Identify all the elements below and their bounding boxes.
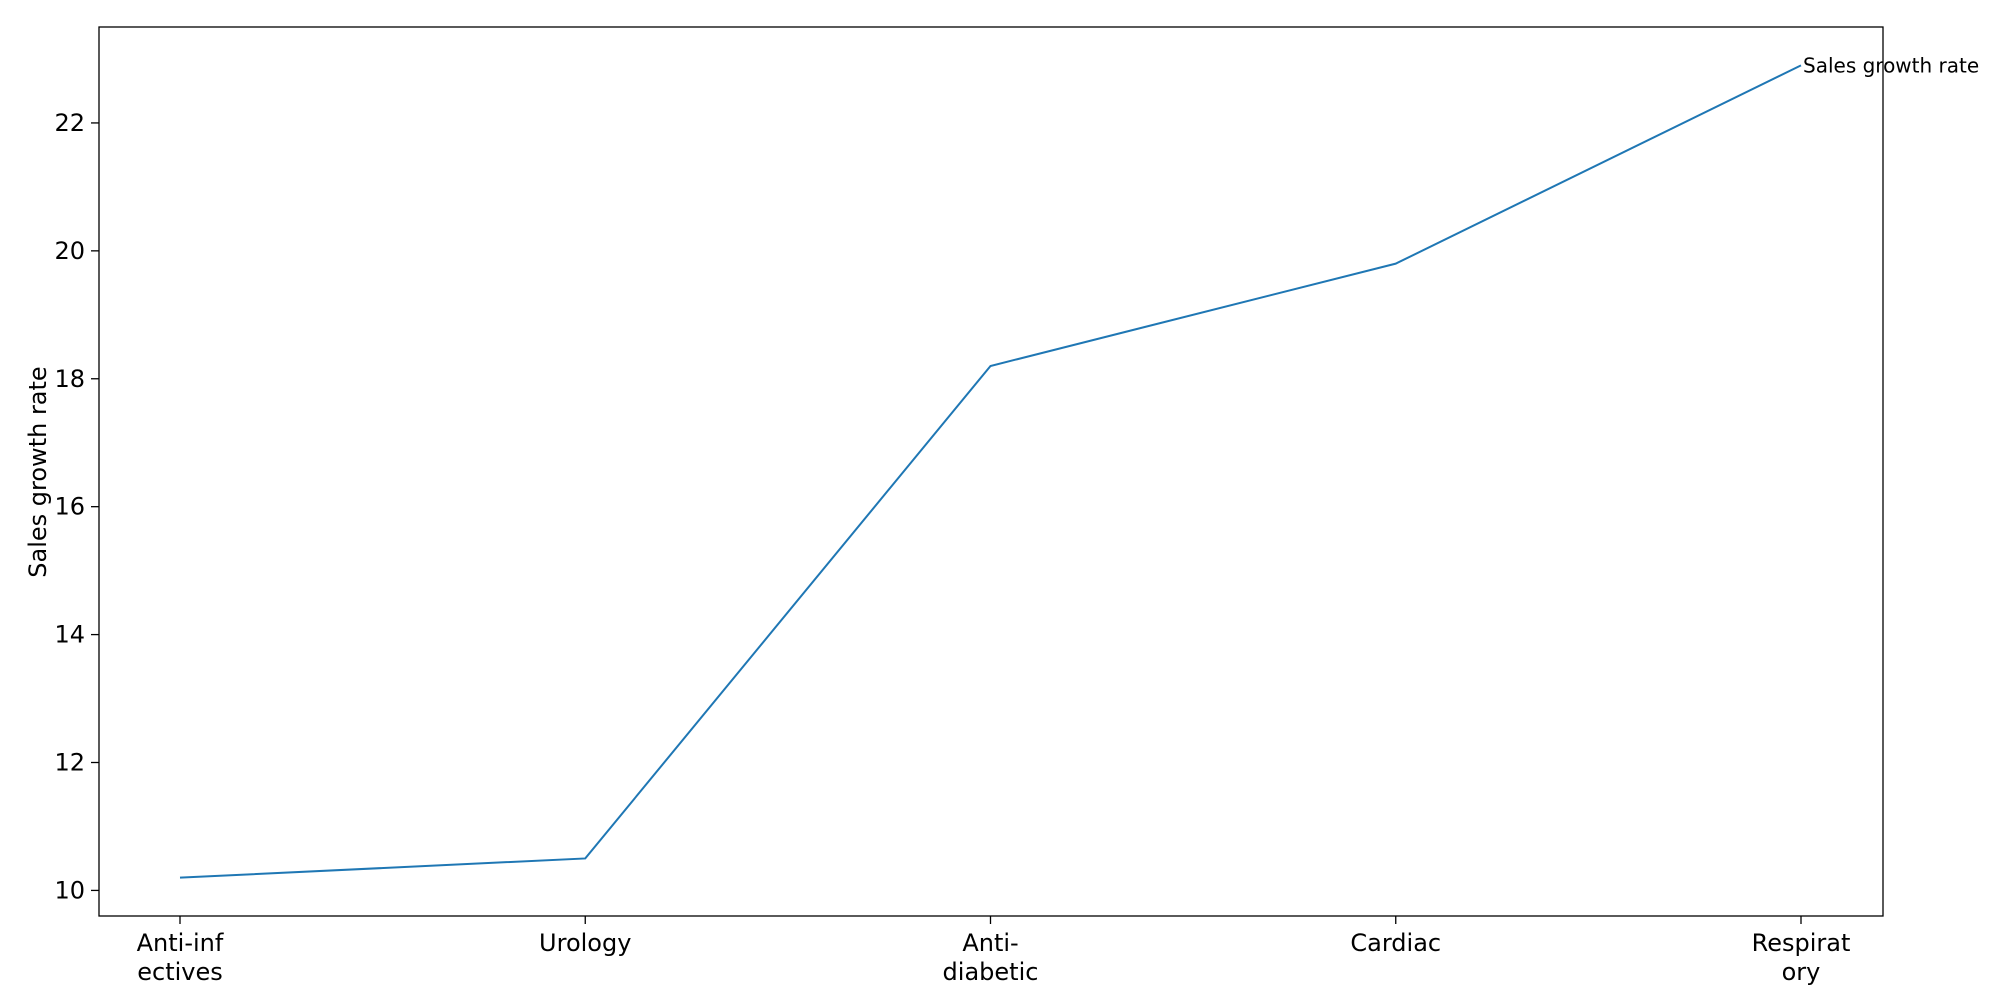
- x-tick-label-line: ory: [1782, 958, 1821, 986]
- y-tick-label: 16: [54, 493, 85, 521]
- y-tick-label: 14: [54, 621, 85, 649]
- x-tick-label-line: ectives: [137, 958, 223, 986]
- x-tick-label: Cardiac: [1350, 929, 1441, 957]
- series-layer: Sales growth rate: [180, 53, 1979, 877]
- x-tick-label-line: Anti-inf: [137, 929, 224, 957]
- x-tick-label-line: Respirat: [1752, 929, 1851, 957]
- y-tick-label: 12: [54, 749, 85, 777]
- x-tick-label-line: Anti-: [962, 929, 1018, 957]
- plot-area-frame: [99, 27, 1883, 916]
- series-end-label: Sales growth rate: [1803, 53, 1979, 77]
- x-tick-label-line: Cardiac: [1350, 929, 1441, 957]
- y-tick-label: 20: [54, 237, 85, 265]
- y-axis: 10 12 14 16 18 20 22: [54, 109, 99, 904]
- series-line: [180, 65, 1801, 877]
- y-tick-label: 10: [54, 876, 85, 904]
- y-tick-label: 22: [54, 109, 85, 137]
- y-axis-title: Sales growth rate: [24, 366, 52, 577]
- x-tick-label-line: Urology: [539, 929, 631, 957]
- x-tick-label: Urology: [539, 929, 631, 957]
- y-tick-label: 18: [54, 365, 85, 393]
- x-tick-label-line: diabetic: [943, 958, 1039, 986]
- x-tick-label: Anti-diabetic: [943, 929, 1039, 986]
